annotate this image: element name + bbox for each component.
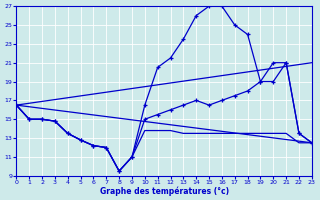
X-axis label: Graphe des températures (°c): Graphe des températures (°c) [100, 186, 229, 196]
